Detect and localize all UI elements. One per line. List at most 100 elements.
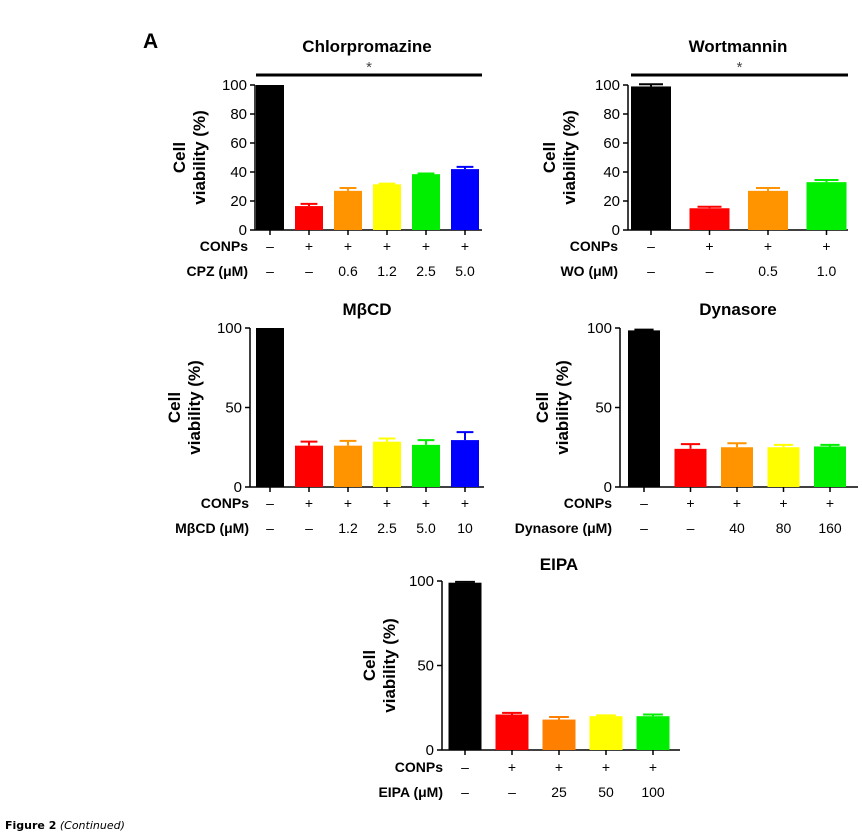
panel4-bar-3 [721, 447, 753, 487]
panel5-ylabel-line2: viability (%) [380, 618, 399, 712]
panel2-row1-value: + [764, 238, 772, 254]
panel1-bar-6 [451, 169, 479, 230]
panel1-y-tick-label: 0 [239, 222, 247, 239]
panel5-row2-value: 50 [598, 784, 614, 800]
panel1-y-tick-label: 100 [222, 77, 247, 94]
panel3-row1-value: + [383, 495, 391, 511]
figure-caption: Figure 2 (Continued) [5, 819, 125, 832]
panel1-row2-label: CPZ (μM) [187, 263, 248, 279]
panel2-title: Wortmannin [689, 37, 788, 56]
panel3-y-tick-label: 50 [225, 400, 242, 417]
panel3-row2-value: 10 [457, 520, 473, 536]
panel2-ylabel-line2: viability (%) [560, 110, 579, 204]
panel1-row2-value: 0.6 [338, 263, 358, 279]
panel2-y-tick-label: 80 [603, 106, 620, 123]
panel3-bar-6 [451, 440, 479, 487]
panel1-ylabel-line2: viability (%) [190, 110, 209, 204]
panel3-title: MβCD [342, 300, 391, 319]
panel2-row1-value: + [705, 238, 713, 254]
panel2-row1-label: CONPs [570, 238, 618, 254]
panel1-title: Chlorpromazine [302, 37, 431, 56]
panel2-y-tick-label: 20 [603, 193, 620, 210]
panel4-bar-2 [674, 448, 707, 487]
panel1-row2-value: – [266, 263, 274, 279]
panel2-row2-value: – [706, 263, 714, 279]
panel5-row1-label: CONPs [395, 759, 443, 775]
panel4-row2-value: 160 [818, 520, 842, 536]
panel5-y-tick-label: 50 [417, 658, 434, 675]
panel1-bar-5 [412, 174, 440, 230]
panel1-y-tick-label: 60 [230, 135, 247, 152]
panel3-row1-value: – [266, 495, 274, 511]
panel1-row1-value: + [305, 238, 313, 254]
panel3-bar-4 [373, 441, 401, 487]
panel3-y-tick-label: 100 [217, 320, 242, 337]
caption-label: Figure 2 [5, 819, 57, 832]
panel4-y-tick-label: 0 [604, 479, 612, 496]
panel5-bar-3 [542, 719, 576, 750]
panel1-row2-value: – [305, 263, 313, 279]
panel3-row2-value: 2.5 [377, 520, 397, 536]
panel5-row2-value: 100 [641, 784, 665, 800]
panel4-title: Dynasore [699, 300, 776, 319]
panel4-row1-value: – [640, 495, 648, 511]
panel2-y-tick-label: 0 [612, 222, 620, 239]
panel1-row1-value: – [266, 238, 274, 254]
panel2-bar-3 [748, 190, 788, 230]
panel4-row1-value: + [779, 495, 787, 511]
panel5-row2-label: EIPA (μM) [378, 784, 443, 800]
panel1-bar-4 [373, 184, 401, 230]
panel4-row1-value: + [686, 495, 694, 511]
panel1-bar-3 [334, 190, 362, 230]
panel4-row2-label: Dynasore (μM) [515, 520, 612, 536]
panel2-bar-4 [806, 182, 847, 230]
panel5-ylabel-line1: Cell [360, 650, 379, 681]
panel3-row2-value: – [266, 520, 274, 536]
panel4-bar-5 [814, 446, 846, 487]
panel2-y-tick-label: 100 [595, 77, 620, 94]
panel3-bar-5 [412, 444, 440, 487]
panel2-row1-value: – [647, 238, 655, 254]
panel5-row1-value: + [508, 759, 516, 775]
panel2-row2-value: 1.0 [817, 263, 837, 279]
panel3-row1-value: + [305, 495, 313, 511]
panel1-row2-value: 5.0 [455, 263, 475, 279]
panel4-ylabel-line2: viability (%) [553, 360, 572, 454]
panel1-row1-label: CONPs [200, 238, 248, 254]
panel1-row1-value: + [461, 238, 469, 254]
panel4-bar-4 [767, 447, 800, 487]
panel1-row2-value: 1.2 [377, 263, 397, 279]
panel3-row1-label: CONPs [201, 495, 249, 511]
panel3-bar-3 [334, 445, 362, 487]
panel3-bar-1 [256, 328, 284, 487]
panel4-bar-1 [628, 330, 660, 487]
panel3-bar-2 [295, 445, 323, 487]
panel1-ylabel-line1: Cell [170, 142, 189, 173]
panel4-row1-value: + [826, 495, 834, 511]
panel1-y-tick-label: 20 [230, 193, 247, 210]
panel2-row2-label: WO (μM) [560, 263, 618, 279]
panel2-significance-label: * [737, 59, 743, 76]
panel2-row2-value: – [647, 263, 655, 279]
panel4-row2-value: – [640, 520, 648, 536]
panel5-row1-value: + [555, 759, 563, 775]
panel4-row1-value: + [733, 495, 741, 511]
panel1-row1-value: + [383, 238, 391, 254]
panel4-row2-value: – [687, 520, 695, 536]
panel5-row1-value: + [649, 759, 657, 775]
panel5-row1-value: – [461, 759, 469, 775]
panel4-y-tick-label: 100 [587, 320, 612, 337]
panel4-row1-label: CONPs [564, 495, 612, 511]
panel2-y-tick-label: 60 [603, 135, 620, 152]
panel1-significance-label: * [366, 59, 372, 76]
panel1-row2-value: 2.5 [416, 263, 436, 279]
panel3-row2-value: 5.0 [416, 520, 436, 536]
panel2-row1-value: + [822, 238, 830, 254]
panel3-ylabel-line1: Cell [165, 392, 184, 423]
panel2-row2-value: 0.5 [758, 263, 778, 279]
panel5-row1-value: + [602, 759, 610, 775]
panel5-y-tick-label: 0 [426, 742, 434, 759]
panel1-bar-1 [256, 85, 284, 230]
panel2-bar-2 [689, 208, 730, 230]
panel5-bar-4 [589, 716, 623, 750]
